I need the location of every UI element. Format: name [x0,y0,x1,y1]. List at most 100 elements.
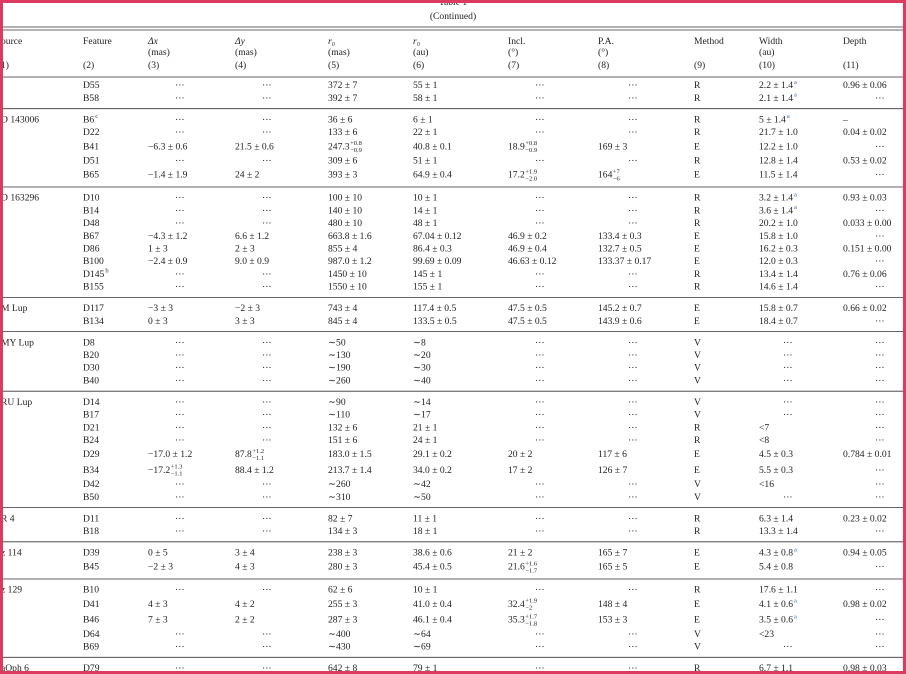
cell: <8 [759,435,769,446]
cell: −4.3 ± 1.2 [148,231,188,242]
cell: 133.37 ± 0.17 [598,256,651,267]
cell: ··· [783,375,793,386]
cell: ··· [535,629,545,640]
cell: ··· [628,363,638,374]
cell: R [694,585,701,596]
cell: ··· [875,422,885,433]
cell: E [694,303,700,314]
column-name: Incl. [508,36,525,47]
cell-superscript: +0.8 [350,140,362,147]
cell: ∼260 [328,479,351,490]
cell: ··· [262,269,272,280]
cell-note: a [794,204,797,211]
cell: ··· [875,256,885,267]
cell: ∼20 [413,350,431,361]
cell: 62 ± 6 [328,585,353,596]
cell: 18 ± 1 [413,526,438,537]
cell: ··· [262,363,272,374]
cell: ∼42 [413,479,431,490]
cell: E [694,170,700,181]
cell-superscript: +1.7 [525,613,538,620]
cell: ··· [875,410,885,421]
cell: ··· [628,218,638,229]
cell: 1550 ± 10 [328,282,367,293]
cell: ··· [628,375,638,386]
cell: ··· [175,337,185,348]
cell: R [694,93,701,104]
cell: ··· [262,526,272,537]
column-unit: (au) [759,47,774,58]
cell: 99.69 ± 0.09 [413,256,462,267]
cell: 855 ± 4 [328,244,357,255]
cell: ··· [262,422,272,433]
cell: ∼190 [328,363,351,374]
cell: 32.4 [508,599,525,610]
cell: ··· [875,397,885,408]
cell: ··· [262,410,272,421]
cell: D55 [83,80,100,91]
cell: ··· [535,513,545,524]
cell: 17.2 [508,170,525,181]
cell: 55 ± 1 [413,80,438,91]
column-number: (8) [598,60,609,71]
cell: R [694,269,701,280]
cell-note: a [794,79,797,86]
column-number: (6) [413,60,424,71]
cell: ··· [875,170,885,181]
cell: ··· [875,642,885,653]
cell: R [694,435,701,446]
cell: ··· [875,615,885,626]
cell: D10 [83,193,100,204]
cell: D21 [83,422,100,433]
cell: 58 ± 1 [413,93,438,104]
cell: ∼64 [413,629,431,640]
cell: ··· [535,127,545,138]
cell-superscript: +1.2 [252,448,264,455]
cell: ··· [535,350,545,361]
cell: ··· [535,397,545,408]
cell: 0 ± 3 [148,316,168,327]
cell: ∼40 [413,375,431,386]
cell: 46.9 ± 0.4 [508,244,547,255]
cell: ∼260 [328,375,351,386]
cell: V [694,397,701,408]
cell: 2 ± 3 [235,244,255,255]
cell-subscript: −1.1 [252,455,264,462]
cell: 3.2 ± 1.4 [759,193,793,204]
cell: 140 ± 10 [328,205,362,216]
cell: 247.3 [328,141,350,152]
cell: 4 ± 3 [148,599,168,610]
cell: <16 [759,479,774,490]
cell: 17 ± 2 [508,465,533,476]
cell: ∼69 [413,642,431,653]
cell: 9.0 ± 0.9 [235,256,269,267]
cell: ··· [175,80,185,91]
cell: ··· [262,218,272,229]
cell: 117.4 ± 0.5 [413,303,456,314]
cell: 20 ± 2 [508,449,533,460]
cell: 38.6 ± 0.6 [413,548,452,559]
cell: ··· [175,205,185,216]
cell: R [694,526,701,537]
cell: D145 [83,269,105,280]
column-name: Width [759,36,783,47]
cell: ··· [535,156,545,167]
cell: R [694,218,701,229]
cell-note: a [787,113,790,120]
cell: 164 [598,170,613,181]
cell: 36 ± 6 [328,114,353,125]
cell: −17.0 ± 1.2 [148,449,192,460]
cell: ··· [175,93,185,104]
cell: D11 [83,513,99,524]
cell: ··· [875,205,885,216]
cell: ··· [628,422,638,433]
cell: V [694,350,701,361]
cell-note: a [794,191,797,198]
cell: ··· [628,629,638,640]
cell: 21 ± 2 [508,548,533,559]
cell: 18.4 ± 0.7 [759,316,798,327]
cell: 0.151 ± 0.00 [843,244,892,255]
cell: ··· [535,218,545,229]
cell: ··· [262,435,272,446]
cell: ··· [628,350,638,361]
